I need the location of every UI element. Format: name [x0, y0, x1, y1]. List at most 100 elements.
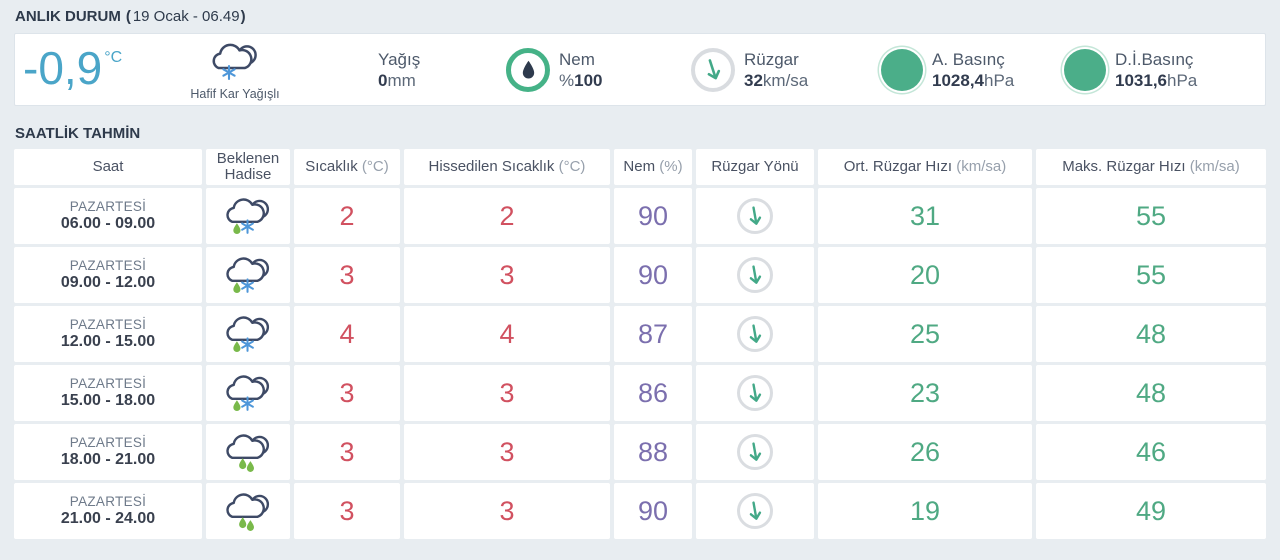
weather-condition-icon [226, 375, 270, 412]
snowflake-icon [241, 337, 254, 352]
sea-pressure-unit: hPa [1167, 70, 1198, 90]
raindrop-icon [233, 223, 241, 235]
row-time-range: 06.00 - 09.00 [60, 215, 156, 232]
raindrop-icon [246, 520, 254, 531]
humidity-cell: 90 [614, 188, 692, 244]
temperature-cell: 4 [294, 306, 400, 362]
row-day: PAZARTESİ [69, 376, 147, 391]
temperature-cell: 3 [294, 365, 400, 421]
avg-wind-speed-cell: 26 [818, 424, 1032, 480]
raindrop-icon [233, 282, 241, 294]
current-status-header: ANLIK DURUM ( 19 Ocak - 06.49 ) [0, 0, 1280, 33]
humidity-cell: 87 [614, 306, 692, 362]
south-arrow-icon [737, 257, 773, 293]
row-day: PAZARTESİ [69, 494, 147, 509]
avg-wind-speed-cell: 20 [818, 247, 1032, 303]
weather-condition-icon [226, 257, 270, 294]
max-wind-speed-cell: 49 [1036, 483, 1266, 539]
avg-wind-speed-cell: 19 [818, 483, 1032, 539]
weather-condition-icon [226, 198, 270, 235]
hour-range-cell: PAZARTESİ 15.00 - 18.00 [14, 365, 202, 421]
precipitation-label: Yağış [378, 49, 421, 69]
weather-condition-icon [226, 316, 270, 353]
section-title-anlik-durum: ANLIK DURUM [15, 8, 121, 25]
pressure-value: 1028,4 [932, 70, 984, 90]
snowflake-icon [241, 219, 254, 234]
snowflake-icon [241, 396, 254, 411]
current-condition: Hafif Kar Yağışlı [165, 38, 305, 101]
row-time-range: 21.00 - 24.00 [60, 510, 156, 527]
row-day: PAZARTESİ [69, 199, 147, 214]
sea-pressure-label: D.İ.Basınç [1115, 49, 1194, 69]
feels-like-cell: 3 [404, 424, 610, 480]
metric-sea-level-pressure: D.İ.Basınç 1031,6hPa [1064, 34, 1197, 105]
row-time-range: 18.00 - 21.00 [60, 451, 156, 468]
humidity-cell: 88 [614, 424, 692, 480]
max-wind-speed-cell: 55 [1036, 188, 1266, 244]
row-day: PAZARTESİ [69, 258, 147, 273]
precipitation-value: 0 [378, 70, 388, 90]
temperature-cell: 3 [294, 483, 400, 539]
light-snow-cloud-icon [212, 43, 257, 81]
feels-like-cell: 2 [404, 188, 610, 244]
condition-cell [206, 365, 290, 421]
hour-range-cell: PAZARTESİ 21.00 - 24.00 [14, 483, 202, 539]
hour-range-cell: PAZARTESİ 09.00 - 12.00 [14, 247, 202, 303]
hourly-forecast-table: Saat Beklenen Hadise Sıcaklık (°C) Hissed… [14, 149, 1266, 539]
hour-range-cell: PAZARTESİ 18.00 - 21.00 [14, 424, 202, 480]
snowflake-icon [241, 278, 254, 293]
wind-ring-icon [691, 47, 735, 92]
weather-condition-icon [226, 493, 270, 531]
current-conditions-panel: -0,9 °C Hafif Kar Yağışlı Yağış 0mm Nem [14, 33, 1266, 106]
raindrop-icon [239, 458, 247, 470]
south-arrow-icon [737, 375, 773, 411]
col-header-hissedilen: Hissedilen Sıcaklık (°C) [404, 149, 610, 185]
wind-value: 32 [744, 70, 763, 90]
row-time-range: 09.00 - 12.00 [60, 274, 156, 291]
humidity-cell: 90 [614, 483, 692, 539]
pressure-circle-icon [881, 48, 923, 91]
condition-cell [206, 424, 290, 480]
condition-cell [206, 306, 290, 362]
humidity-ring-icon [506, 47, 550, 92]
wind-direction-cell [696, 483, 814, 539]
temperature-cell: 3 [294, 424, 400, 480]
max-wind-speed-cell: 48 [1036, 306, 1266, 362]
south-arrow-icon [737, 434, 773, 470]
pressure-unit: hPa [984, 70, 1015, 90]
row-time-range: 15.00 - 18.00 [60, 392, 156, 409]
avg-wind-speed-cell: 31 [818, 188, 1032, 244]
humidity-cell: 90 [614, 247, 692, 303]
wind-label: Rüzgar [744, 49, 799, 69]
metric-precipitation: Yağış 0mm [378, 34, 420, 105]
south-arrow-icon [737, 316, 773, 352]
temperature-unit: °C [104, 49, 123, 66]
temperature-cell: 2 [294, 188, 400, 244]
col-header-nem: Nem (%) [614, 149, 692, 185]
weather-condition-icon [226, 434, 270, 472]
feels-like-cell: 3 [404, 483, 610, 539]
droplet-icon [522, 60, 534, 78]
wind-direction-cell [696, 365, 814, 421]
sea-pressure-circle-icon [1064, 48, 1106, 91]
precipitation-unit: mm [387, 70, 416, 90]
hour-range-cell: PAZARTESİ 12.00 - 15.00 [14, 306, 202, 362]
condition-label: Hafif Kar Yağışlı [190, 87, 280, 101]
avg-wind-speed-cell: 23 [818, 365, 1032, 421]
wind-direction-cell [696, 188, 814, 244]
wind-direction-cell [696, 306, 814, 362]
metric-humidity: Nem %100 [506, 34, 603, 105]
humidity-prefix: % [559, 70, 575, 90]
feels-like-cell: 4 [404, 306, 610, 362]
raindrop-icon [233, 400, 241, 412]
wind-direction-cell [696, 424, 814, 480]
temperature-value: -0,9 [23, 42, 103, 94]
condition-cell [206, 188, 290, 244]
humidity-cell: 86 [614, 365, 692, 421]
condition-cell [206, 483, 290, 539]
row-day: PAZARTESİ [69, 317, 147, 332]
col-header-beklenen-hadise: Beklenen Hadise [206, 149, 290, 185]
max-wind-speed-cell: 48 [1036, 365, 1266, 421]
col-header-ruzgar-yonu: Rüzgar Yönü [696, 149, 814, 185]
condition-cell [206, 247, 290, 303]
